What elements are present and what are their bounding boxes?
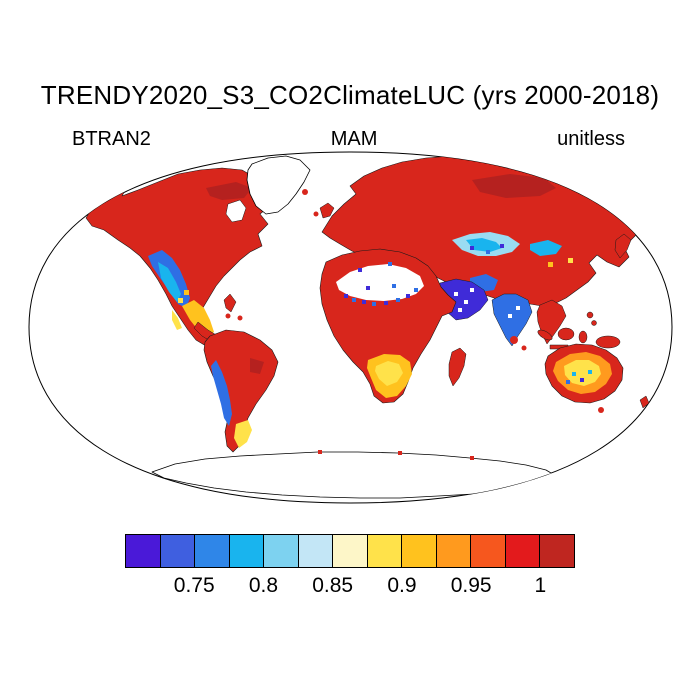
map-region-iceland	[302, 189, 308, 195]
map-region-indonesia	[537, 311, 621, 350]
colorbar-tick-label: 0.85	[312, 574, 354, 597]
colorbar-cell	[367, 535, 403, 567]
map-speckles-sahara-blue	[344, 262, 418, 306]
colorbar-tick-label: 1	[534, 574, 547, 597]
projection-outline	[28, 151, 673, 504]
map-region-india	[491, 293, 533, 347]
colorbar-tick-labels: 0.75 0.8 0.85 0.9 0.95 1	[125, 574, 575, 600]
colorbar-cell	[505, 535, 541, 567]
map-patch-australia-yellow	[564, 360, 601, 386]
colorbar-tick-label: 0.75	[173, 574, 215, 597]
colorbar-cell	[298, 535, 334, 567]
map-region-greenland	[246, 155, 311, 215]
colorbar-cell	[264, 535, 299, 567]
map-speckles-australia	[566, 370, 592, 384]
colorbar-tick-label: 0.95	[450, 574, 492, 597]
map-patch-western-us-cyan	[158, 262, 181, 302]
colorbar-cell	[126, 535, 161, 567]
colorbar-cell	[471, 535, 506, 567]
colorbar-cell	[333, 535, 368, 567]
colorbar-cell	[436, 535, 472, 567]
map-speckles-india-missing	[508, 306, 520, 318]
map-speckles-western-us	[178, 290, 189, 303]
colorbar-tick-label: 0.9	[387, 574, 417, 597]
map-region-madagascar	[448, 347, 467, 387]
colorbar-cell	[540, 535, 574, 567]
map-speckles-central-asia	[470, 244, 573, 267]
map-region-sahara-missing	[336, 264, 424, 301]
map-patch-baja	[172, 310, 182, 330]
map-region-north-america	[85, 167, 271, 347]
map-region-sri-lanka	[521, 345, 527, 351]
season-label: MAM	[330, 128, 378, 150]
map-region-florida	[223, 293, 237, 313]
colorbar-cell	[195, 535, 230, 567]
colorbar-tick-label: 0.8	[248, 574, 279, 597]
map-patch-india-south-red	[510, 336, 518, 344]
colorbar-cell	[402, 535, 437, 567]
map-region-hudson-bay	[225, 199, 247, 223]
map-region-uk	[319, 202, 335, 219]
map-region-japan	[614, 233, 632, 259]
map-patch-siberia-dark	[472, 174, 556, 198]
map-region-ireland	[313, 211, 319, 217]
map-patch-mongolia-cyan	[530, 240, 562, 256]
map-speckles-antarctica-coast	[318, 450, 474, 460]
map-patch-canada-dark	[206, 182, 252, 200]
subtitle-row: BTRAN2 MAM unitless	[72, 128, 625, 151]
map-patch-andes-blue	[211, 360, 232, 426]
colorbar-cell	[229, 535, 265, 567]
map-patch-southern-africa-yellow	[375, 361, 403, 386]
map-patch-central-asia-cyan	[466, 238, 502, 252]
map-region-tasmania	[598, 407, 604, 413]
map-patch-brazil-dark	[250, 358, 264, 374]
map-region-hispaniola	[237, 315, 243, 321]
map-speckles-arabia-missing	[454, 288, 474, 312]
colorbar-cell	[160, 535, 196, 567]
colorbar	[125, 534, 575, 568]
units-label: unitless	[557, 128, 625, 150]
variable-label: BTRAN2	[72, 128, 151, 150]
map-patch-patagonia-warm	[234, 420, 252, 448]
page-title: TRENDY2020_S3_CO2ClimateLUC (yrs 2000-20…	[40, 80, 660, 110]
map-region-cuba	[225, 313, 231, 319]
